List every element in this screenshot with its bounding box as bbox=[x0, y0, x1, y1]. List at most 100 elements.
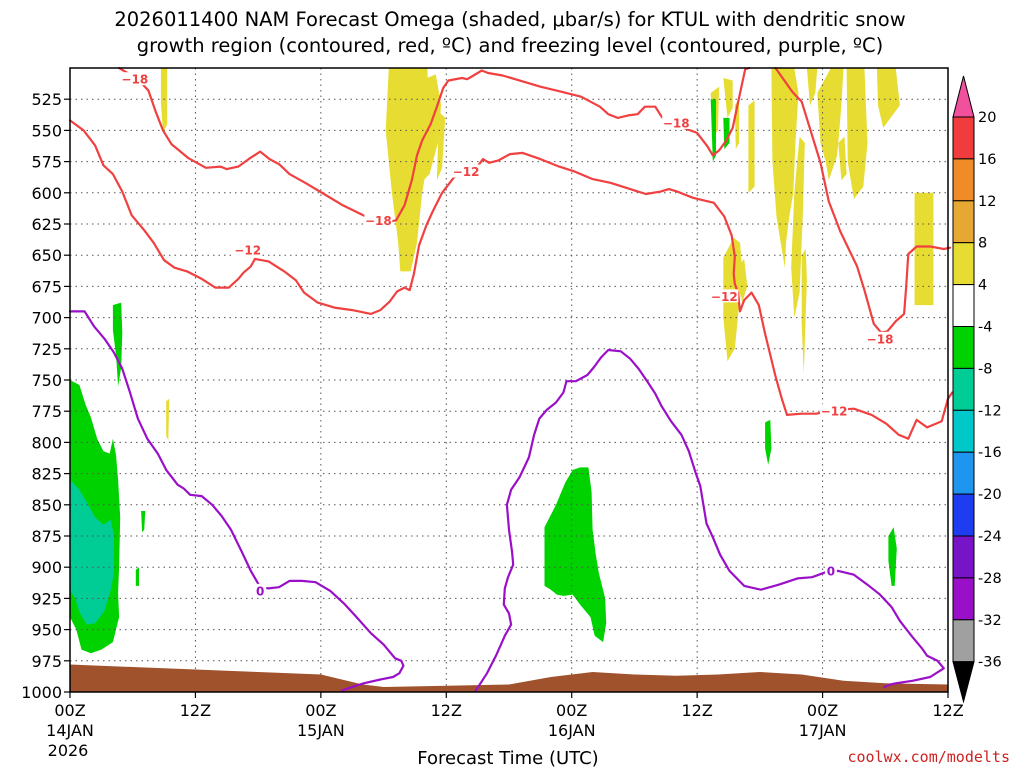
omega-shading bbox=[70, 68, 934, 654]
x-tick-label: 12Z bbox=[431, 701, 462, 720]
contour-label: −18 bbox=[663, 116, 690, 130]
contour-label: −12 bbox=[234, 244, 261, 258]
chart-title-line-2: growth region (contoured, red, ºC) and f… bbox=[137, 34, 884, 57]
colorbar-tick-label: -20 bbox=[978, 487, 1002, 503]
omega-area-green-8 bbox=[888, 527, 897, 586]
omega-area-green-5 bbox=[710, 99, 716, 162]
y-tick-label: 725 bbox=[31, 340, 62, 359]
y-tick-label: 750 bbox=[31, 371, 62, 390]
colorbar-swatch bbox=[952, 200, 975, 244]
colorbar-tick-label: -12 bbox=[978, 403, 1002, 419]
y-tick-label: 600 bbox=[31, 184, 62, 203]
omega-area-yellow-12 bbox=[801, 249, 807, 374]
omega-area-yellow-15 bbox=[838, 136, 847, 181]
freezing-level-contour-east bbox=[474, 348, 945, 692]
contour-label-bg bbox=[824, 563, 837, 577]
contour-label: 0 bbox=[827, 564, 835, 578]
omega-area-yellow-10 bbox=[771, 68, 799, 268]
grid-lines bbox=[70, 68, 948, 692]
contour-label-bg bbox=[820, 404, 849, 418]
x-tick-date: 15JAN bbox=[297, 721, 345, 740]
colorbar-swatch bbox=[952, 577, 975, 621]
contour-label: −18 bbox=[365, 214, 392, 228]
omega-area-yellow-16 bbox=[846, 68, 868, 199]
colorbar-bottom-arrow bbox=[952, 661, 975, 704]
omega-area-yellow-11 bbox=[791, 136, 805, 318]
x-tick-label: 00Z bbox=[807, 701, 838, 720]
colorbar-tick-label: 20 bbox=[978, 110, 996, 126]
plot-frame bbox=[69, 67, 949, 693]
contour-label: −12 bbox=[453, 165, 480, 179]
x-tick-date: 16JAN bbox=[548, 721, 596, 740]
colorbar-tick-label: -36 bbox=[978, 655, 1002, 671]
omega-area-yellow-9 bbox=[748, 100, 755, 193]
y-tick-label: 950 bbox=[31, 621, 62, 640]
y-tick-label: 900 bbox=[31, 558, 62, 577]
y-tick-label: 625 bbox=[31, 215, 62, 234]
x-axis-label: Forecast Time (UTC) bbox=[417, 748, 598, 768]
colorbar-swatch bbox=[952, 535, 975, 579]
colorbar-tick-label: -16 bbox=[978, 445, 1002, 461]
omega-area-green-3 bbox=[135, 567, 139, 586]
colorbar-tick-label: 8 bbox=[978, 236, 987, 252]
omega-area-yellow-6 bbox=[736, 258, 748, 303]
y-tick-label: 550 bbox=[31, 121, 62, 140]
y-tick-label: 875 bbox=[31, 527, 62, 546]
contour-label: −18 bbox=[121, 73, 148, 87]
colorbar-tick-label: 4 bbox=[978, 278, 987, 294]
ground-fill bbox=[70, 664, 948, 692]
watermark: coolwx.com/modelts bbox=[847, 748, 1010, 766]
contour-label: 0 bbox=[256, 584, 264, 598]
x-tick-label: 00Z bbox=[305, 701, 336, 720]
omega-area-yellow-17 bbox=[876, 68, 900, 128]
colorbar-swatch bbox=[952, 493, 975, 537]
contour-label: −12 bbox=[711, 290, 738, 304]
y-tick-label: 800 bbox=[31, 433, 62, 452]
y-axis-ticks: 525 550 575 600 625 650 675 700 725 750 775 800 825 8… bbox=[21, 90, 70, 702]
omega-area-yellow-18 bbox=[914, 192, 934, 306]
colorbar-swatch bbox=[952, 451, 975, 495]
x-tick-date: 17JAN bbox=[799, 721, 847, 740]
colorbar-swatch bbox=[952, 367, 975, 411]
omega-area-green-2 bbox=[141, 511, 146, 533]
y-tick-label: 975 bbox=[31, 652, 62, 671]
colorbar-tick-label: -4 bbox=[978, 320, 992, 336]
colorbar-swatch bbox=[952, 284, 975, 328]
colorbar-swatch bbox=[952, 326, 975, 369]
y-tick-label: 525 bbox=[31, 90, 62, 109]
colorbar-swatch bbox=[952, 409, 975, 453]
y-tick-label: 925 bbox=[31, 589, 62, 608]
contour-label-bg bbox=[120, 72, 149, 86]
y-tick-label: 1000 bbox=[21, 683, 62, 702]
omega-area-green-7 bbox=[765, 419, 772, 465]
y-tick-label: 825 bbox=[31, 465, 62, 484]
omega-area-teal-0 bbox=[70, 479, 114, 625]
colorbar-top-arrow bbox=[952, 75, 975, 118]
contour-label-bg bbox=[233, 243, 262, 257]
colorbar-tick-label: -24 bbox=[978, 529, 1002, 545]
contour-label-bg bbox=[452, 164, 481, 178]
x-tick-year: 2026 bbox=[48, 741, 89, 760]
x-tick-label: 00Z bbox=[556, 701, 587, 720]
omega-area-green-4 bbox=[544, 467, 607, 643]
colorbar-swatch bbox=[952, 619, 975, 663]
x-tick-label: 12Z bbox=[180, 701, 211, 720]
colorbar-tick-label: -32 bbox=[978, 613, 1002, 629]
omega-area-yellow-3 bbox=[436, 111, 446, 181]
chart-title-line-1: 2026011400 NAM Forecast Omega (shaded, μ… bbox=[114, 8, 905, 31]
colorbar-swatch bbox=[952, 158, 975, 202]
contour-label-bg bbox=[254, 583, 267, 597]
x-tick-date: 14JAN bbox=[46, 721, 94, 740]
colorbar-swatch bbox=[952, 116, 975, 160]
contour-label-bg bbox=[710, 289, 739, 303]
y-tick-label: 675 bbox=[31, 277, 62, 296]
y-tick-label: 775 bbox=[31, 402, 62, 421]
x-tick-label: 00Z bbox=[54, 701, 85, 720]
colorbar-tick-label: 12 bbox=[978, 194, 996, 210]
omega-area-yellow-7 bbox=[723, 78, 733, 118]
colorbar-tick-label: 16 bbox=[978, 152, 996, 168]
contour-labels: −18 −18 −12 −12 −18 −12 −18 −12 0 0 bbox=[120, 72, 895, 598]
omega-area-yellow-0 bbox=[160, 68, 168, 133]
